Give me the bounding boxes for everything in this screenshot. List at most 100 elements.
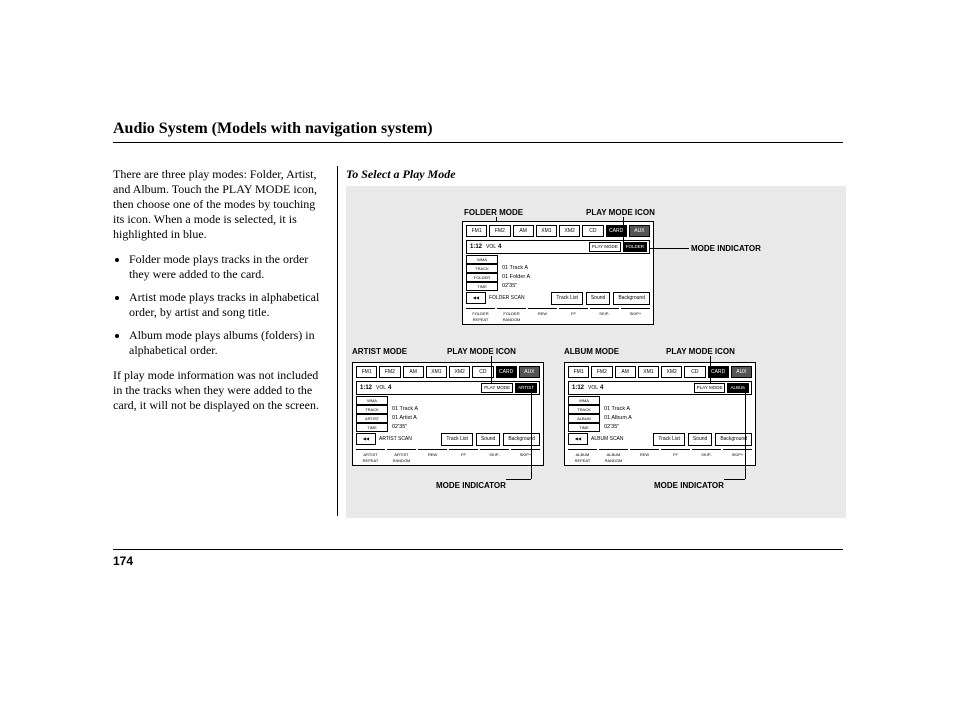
tab-cd[interactable]: CD bbox=[582, 225, 603, 237]
repeat-button[interactable]: ARTIST REPEAT bbox=[356, 449, 385, 461]
tab-fm2[interactable]: FM2 bbox=[591, 366, 612, 378]
bullet-album: Album mode plays albums (folders) in alp… bbox=[129, 328, 325, 358]
tab-am[interactable]: AM bbox=[513, 225, 534, 237]
display-folder: FM1 FM2 AM XM1 XM2 CD CARD AUX 1:12 VOL … bbox=[462, 221, 654, 325]
column-divider bbox=[337, 166, 338, 516]
repeat-button[interactable]: ALBUM REPEAT bbox=[568, 449, 597, 461]
tab-xm1[interactable]: XM1 bbox=[536, 225, 557, 237]
volume-value: 4 bbox=[386, 385, 391, 391]
repeat-button[interactable]: FOLDER REPEAT bbox=[466, 308, 495, 320]
lead-line bbox=[506, 479, 531, 480]
sound-button[interactable]: Sound bbox=[586, 292, 610, 305]
tab-xm2[interactable]: XM2 bbox=[449, 366, 470, 378]
scan-label: ARTIST SCAN bbox=[379, 436, 412, 442]
track-name: 01 Track A bbox=[392, 406, 418, 412]
chip-track: TRACK bbox=[466, 264, 498, 273]
status-row: 1:12 VOL 4 PLAY MODE ALBUM bbox=[568, 381, 752, 395]
random-button[interactable]: ARTIST RANDOM bbox=[387, 449, 416, 461]
tab-fm1[interactable]: FM1 bbox=[356, 366, 377, 378]
chip-wma: WMA bbox=[568, 396, 600, 405]
sound-button[interactable]: Sound bbox=[476, 433, 500, 446]
intro-paragraph: There are three play modes: Folder, Arti… bbox=[113, 167, 325, 242]
play-mode-button[interactable]: PLAY MODE bbox=[589, 242, 621, 252]
track-info: WMA TRACK01 Track A ARTIST01 Artist A TI… bbox=[356, 396, 540, 426]
mode-indicator[interactable]: FOLDER bbox=[623, 242, 647, 252]
elapsed-time: 02'35" bbox=[604, 424, 619, 430]
bottom-bar: FOLDER REPEAT FOLDER RANDOM REW FF SKIP-… bbox=[466, 308, 650, 320]
tab-cd[interactable]: CD bbox=[684, 366, 705, 378]
note-paragraph: If play mode information was not include… bbox=[113, 368, 325, 413]
mid-bar: ◀◀ FOLDER SCAN Track List Sound Backgrou… bbox=[466, 292, 650, 304]
tab-am[interactable]: AM bbox=[615, 366, 636, 378]
mid-bar: ◀◀ ARTIST SCAN Track List Sound Backgrou… bbox=[356, 433, 540, 445]
clock: 1:12 bbox=[569, 385, 584, 391]
tab-aux[interactable]: AUX bbox=[519, 366, 540, 378]
skip-plus-button[interactable]: SKIP+ bbox=[621, 308, 650, 320]
chip-artist: ARTIST bbox=[356, 414, 388, 423]
figure-area: FM1 FM2 AM XM1 XM2 CD CARD AUX 1:12 VOL … bbox=[346, 186, 846, 518]
elapsed-time: 02'35" bbox=[392, 424, 407, 430]
volume-value: 4 bbox=[598, 385, 603, 391]
scan-prev-icon[interactable]: ◀◀ bbox=[466, 292, 486, 304]
skip-minus-button[interactable]: SKIP- bbox=[692, 449, 721, 461]
lead-line bbox=[531, 386, 532, 479]
rew-button[interactable]: REW bbox=[528, 308, 557, 320]
ff-button[interactable]: FF bbox=[449, 449, 478, 461]
lead-line bbox=[491, 356, 492, 383]
sound-button[interactable]: Sound bbox=[688, 433, 712, 446]
tab-xm1[interactable]: XM1 bbox=[638, 366, 659, 378]
tracklist-button[interactable]: Track List bbox=[653, 433, 684, 446]
bottom-bar: ALBUM REPEAT ALBUM RANDOM REW FF SKIP- S… bbox=[568, 449, 752, 461]
lead-line bbox=[496, 217, 497, 222]
lead-line bbox=[710, 356, 711, 383]
anno-mode-indicator: MODE INDICATOR bbox=[654, 481, 724, 490]
skip-minus-button[interactable]: SKIP- bbox=[590, 308, 619, 320]
bullet-folder: Folder mode plays tracks in the order th… bbox=[129, 252, 325, 282]
tab-aux[interactable]: AUX bbox=[629, 225, 650, 237]
lead-line bbox=[649, 248, 689, 249]
tab-xm1[interactable]: XM1 bbox=[426, 366, 447, 378]
background-button[interactable]: Background bbox=[503, 433, 540, 446]
tracklist-button[interactable]: Track List bbox=[441, 433, 472, 446]
random-button[interactable]: ALBUM RANDOM bbox=[599, 449, 628, 461]
scan-prev-icon[interactable]: ◀◀ bbox=[568, 433, 588, 445]
tab-card[interactable]: CARD bbox=[496, 366, 517, 378]
chip-wma: WMA bbox=[356, 396, 388, 405]
tab-xm2[interactable]: XM2 bbox=[559, 225, 580, 237]
tab-fm1[interactable]: FM1 bbox=[466, 225, 487, 237]
tab-aux[interactable]: AUX bbox=[731, 366, 752, 378]
ff-button[interactable]: FF bbox=[661, 449, 690, 461]
tracklist-button[interactable]: Track List bbox=[551, 292, 582, 305]
chip-time: TIME bbox=[356, 423, 388, 432]
tab-fm2[interactable]: FM2 bbox=[489, 225, 510, 237]
page-title: Audio System (Models with navigation sys… bbox=[113, 120, 433, 138]
tab-am[interactable]: AM bbox=[403, 366, 424, 378]
bottom-bar: ARTIST REPEAT ARTIST RANDOM REW FF SKIP-… bbox=[356, 449, 540, 461]
chip-track: TRACK bbox=[568, 405, 600, 414]
rew-button[interactable]: REW bbox=[630, 449, 659, 461]
skip-plus-button[interactable]: SKIP+ bbox=[723, 449, 752, 461]
tab-fm1[interactable]: FM1 bbox=[568, 366, 589, 378]
ff-button[interactable]: FF bbox=[559, 308, 588, 320]
skip-minus-button[interactable]: SKIP- bbox=[480, 449, 509, 461]
anno-mode-indicator: MODE INDICATOR bbox=[436, 481, 506, 490]
clock: 1:12 bbox=[357, 385, 372, 391]
chip-album: ALBUM bbox=[568, 414, 600, 423]
tab-fm2[interactable]: FM2 bbox=[379, 366, 400, 378]
scan-prev-icon[interactable]: ◀◀ bbox=[356, 433, 376, 445]
play-mode-button[interactable]: PLAY MODE bbox=[694, 383, 726, 393]
chip-folder: FOLDER bbox=[466, 273, 498, 282]
tab-xm2[interactable]: XM2 bbox=[661, 366, 682, 378]
play-mode-button[interactable]: PLAY MODE bbox=[481, 383, 513, 393]
rew-button[interactable]: REW bbox=[418, 449, 447, 461]
background-button[interactable]: Background bbox=[613, 292, 650, 305]
random-button[interactable]: FOLDER RANDOM bbox=[497, 308, 526, 320]
anno-mode-indicator: MODE INDICATOR bbox=[691, 244, 761, 253]
mode-indicator[interactable]: ARTIST bbox=[515, 383, 537, 393]
background-button[interactable]: Background bbox=[715, 433, 752, 446]
lead-line bbox=[745, 386, 746, 479]
display-artist: FM1 FM2 AM XM1 XM2 CD CARD AUX 1:12 VOL … bbox=[352, 362, 544, 466]
footer-rule bbox=[113, 549, 843, 550]
skip-plus-button[interactable]: SKIP+ bbox=[511, 449, 540, 461]
chip-time: TIME bbox=[568, 423, 600, 432]
